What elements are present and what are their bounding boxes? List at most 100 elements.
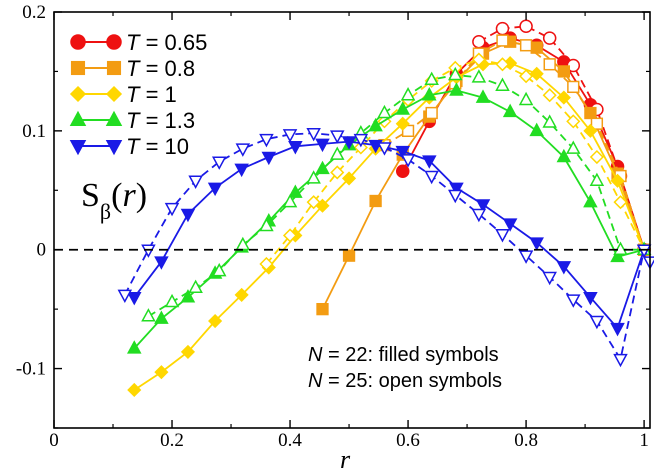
plot-frame	[53, 11, 651, 429]
data-point	[519, 19, 533, 34]
y-tick-label: -0.1	[16, 359, 46, 380]
data-point	[259, 256, 274, 272]
y-tick-label: 0.2	[22, 2, 46, 23]
data-point	[259, 133, 274, 148]
data-point	[353, 133, 369, 148]
data-point	[316, 302, 329, 316]
legend-variable: T	[126, 134, 141, 159]
data-point	[180, 208, 196, 223]
series-line	[147, 74, 645, 318]
data-point	[590, 117, 604, 130]
data-point	[234, 163, 249, 178]
axis-ticks: 0 0.2 0.4 0.6 0.8 1 -0.1 0 0.1 0.2	[16, 2, 650, 451]
data-point	[583, 292, 598, 306]
data-point	[502, 218, 518, 232]
annotation-variable: N	[308, 344, 323, 366]
data-point	[542, 114, 557, 128]
series-line	[133, 140, 645, 330]
data-point	[471, 52, 486, 67]
legend-marker	[106, 34, 122, 50]
x-tick-label: 1	[639, 430, 649, 451]
data-point	[400, 87, 416, 101]
data-point	[180, 344, 196, 359]
data-point	[424, 170, 439, 185]
x-tick-label: 0	[49, 430, 59, 451]
data-point	[448, 66, 463, 81]
data-point	[530, 41, 543, 54]
data-point	[141, 308, 156, 322]
x-axis-label: r	[340, 445, 351, 474]
legend-marker	[69, 140, 87, 156]
annotation-text: = 22: filled symbols	[322, 344, 498, 366]
series-8	[126, 136, 652, 337]
data-point	[448, 189, 463, 204]
data-point	[449, 82, 464, 96]
data-point	[519, 39, 533, 52]
data-point	[395, 164, 410, 179]
x-tick-label: 0.4	[278, 430, 302, 451]
data-point	[235, 143, 251, 157]
legend-entry: T = 1	[69, 82, 177, 107]
data-point	[583, 123, 598, 138]
data-point	[126, 292, 142, 306]
data-point	[341, 171, 357, 186]
data-point	[117, 289, 133, 304]
data-point	[234, 287, 249, 302]
data-point	[529, 122, 544, 137]
data-point	[342, 249, 356, 262]
data-point	[589, 172, 605, 187]
data-point	[502, 103, 518, 118]
data-point	[282, 193, 298, 208]
data-point	[613, 353, 628, 368]
data-point	[475, 199, 491, 213]
data-point	[315, 138, 330, 153]
series-line	[133, 62, 645, 391]
data-point	[425, 106, 438, 120]
data-point	[519, 69, 534, 84]
data-point	[543, 58, 556, 71]
legend-marker	[105, 85, 123, 103]
data-point	[518, 250, 534, 264]
data-point	[395, 145, 411, 160]
legend-variable: T	[126, 108, 141, 133]
data-point	[188, 175, 203, 189]
data-point	[127, 382, 142, 398]
data-point	[330, 165, 345, 180]
series-line	[401, 37, 645, 250]
legend-marker	[69, 85, 87, 103]
data-point	[235, 236, 251, 251]
data-point	[422, 155, 437, 169]
data-point	[306, 195, 321, 210]
data-point	[306, 127, 321, 142]
series-5	[259, 52, 652, 272]
x-tick-label: 0.2	[160, 430, 184, 451]
annotation-line: N = 25: open symbols	[308, 370, 502, 392]
data-point	[610, 173, 625, 188]
data-point	[211, 156, 227, 170]
data-point	[329, 130, 345, 144]
series-9	[117, 127, 654, 368]
data-point	[495, 77, 510, 91]
data-point	[471, 69, 487, 83]
data-point	[495, 229, 510, 243]
legend-marker	[106, 60, 122, 76]
legend-variable: T	[126, 56, 141, 81]
data-point	[288, 141, 303, 155]
data-point	[424, 71, 439, 85]
legend-marker	[70, 34, 86, 50]
series-line	[124, 132, 651, 362]
data-point	[259, 217, 274, 232]
legend-entry: T = 1.3	[69, 108, 195, 133]
legend-value: = 0.65	[139, 30, 207, 55]
series-1	[472, 19, 651, 257]
legend-variable: T	[126, 82, 141, 107]
y-tick-label: 0.1	[22, 121, 46, 142]
data-point	[610, 322, 625, 337]
legend-entry: T = 0.65	[70, 30, 207, 55]
data-point	[566, 140, 581, 154]
data-point	[529, 237, 544, 251]
data-point	[475, 89, 491, 103]
data-point	[566, 294, 581, 308]
data-point	[613, 195, 628, 210]
legend-label: T = 0.65	[126, 30, 207, 55]
